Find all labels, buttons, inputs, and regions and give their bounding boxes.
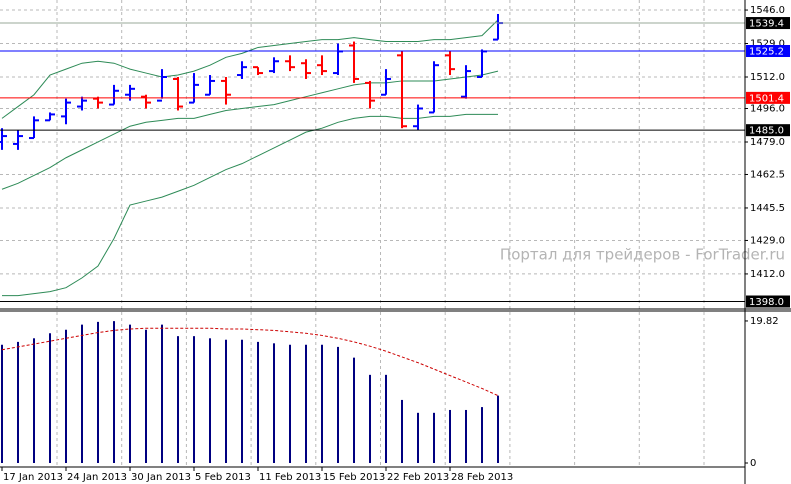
y-tick-label: 1512.0 [750,72,785,83]
y-tick-label: 1529.0 [750,39,785,50]
band-line [2,113,498,297]
x-tick-label: 30 Jan 2013 [131,472,191,483]
x-tick-label: 15 Feb 2013 [323,472,385,483]
y-tick-label: 1462.5 [750,169,785,180]
x-tick-label: 28 Feb 2013 [451,472,513,483]
watermark: Портал для трейдеров - ForTrader.ru [500,246,785,264]
price-label: 1501.4 [749,93,784,104]
price-label-bg [746,124,790,137]
y-tick-label: 1479.0 [750,137,785,148]
price-label: 1539.4 [749,19,784,30]
y-tick-label: 1429.0 [750,235,785,246]
band-line [1,19,499,119]
price-label-bg [746,91,790,104]
price-label-bg [746,295,790,308]
y-tick-label: 1445.5 [750,203,785,214]
x-tick-label: 5 Feb 2013 [195,472,251,483]
x-tick-label: 22 Feb 2013 [387,472,449,483]
x-tick-label: 11 Feb 2013 [259,472,321,483]
grid [0,0,745,467]
y-tick-label: 19.82 [750,316,779,327]
price-label: 1485.0 [749,126,784,137]
price-label: 1525.2 [749,47,784,58]
x-tick-label: 17 Jan 2013 [3,472,63,483]
y-tick-label: 1496.0 [750,104,785,115]
y-tick-label: 1412.0 [750,269,785,280]
y-tick-label: 0 [750,458,756,469]
price-label-bg [746,17,790,30]
band-line [1,70,499,190]
x-tick-label: 24 Jan 2013 [67,472,127,483]
price-label: 1398.0 [749,297,784,308]
price-label-bg [746,45,790,58]
marks [0,13,745,463]
y-tick-label: 1546.0 [750,5,785,16]
